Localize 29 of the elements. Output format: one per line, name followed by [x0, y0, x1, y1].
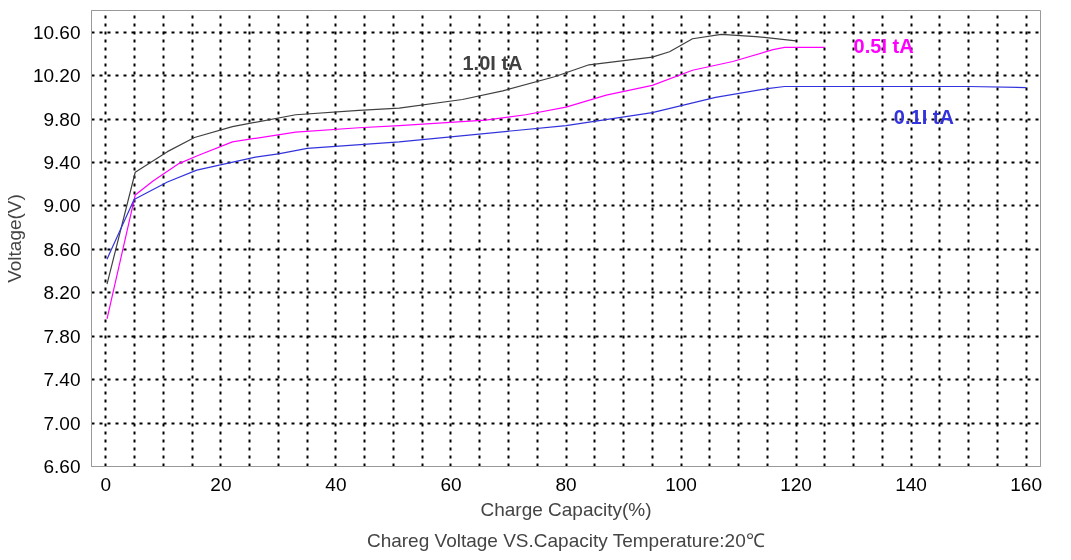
x-tick-label: 100	[665, 473, 697, 495]
y-tick-label: 9.80	[43, 108, 81, 130]
y-tick-label: 6.60	[43, 456, 81, 477]
x-tick-label: 40	[325, 473, 347, 495]
y-tick-label: 7.80	[43, 325, 81, 347]
line-series	[106, 85, 1027, 260]
y-tick-label: 8.20	[43, 282, 81, 304]
x-tick-label: 120	[780, 473, 812, 495]
y-tick-label: 8.60	[43, 238, 81, 260]
y-tick-label: 10.20	[32, 65, 81, 87]
series-label: 1.0I tA	[462, 51, 523, 74]
x-tick-label: 80	[555, 473, 577, 495]
y-tick-label: 7.00	[43, 412, 81, 434]
line-series	[106, 33, 797, 285]
text: Chareg Voltage VS.Capacity Temperature:20℃	[366, 529, 765, 551]
x-tick-label: 60	[440, 473, 462, 495]
x-axis-title: Charge Capacity(%)	[480, 498, 652, 520]
x-tick-label: 20	[210, 473, 232, 495]
series-label: 0.5I tA	[853, 35, 914, 58]
y-tick-label: 7.40	[43, 369, 81, 391]
y-tick-label: 10.60	[32, 21, 81, 43]
series-label: 0.1I tA	[893, 105, 954, 128]
y-tick-label: 9.40	[43, 152, 81, 173]
x-tick-label: 160	[1010, 473, 1042, 495]
x-tick-label: 140	[895, 473, 927, 495]
y-axis-title: Voltage(V)	[3, 194, 25, 283]
line-series	[106, 46, 826, 320]
x-tick-label: 0	[100, 473, 112, 495]
y-tick-label: 9.00	[43, 195, 81, 217]
